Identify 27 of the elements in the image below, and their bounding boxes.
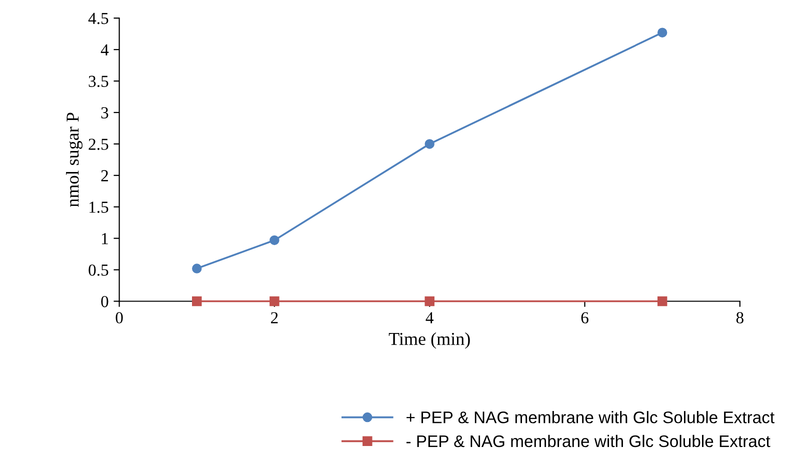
y-tick-label: 2.5 [88,138,108,150]
x-tick-label: 6 [581,312,588,324]
point [270,235,280,246]
point [424,296,434,306]
y-tick-label: 1 [102,233,108,244]
point [657,28,668,38]
y-tick-label: 1.5 [90,202,108,213]
y-axis-title: nmol sugar P [66,112,82,207]
y-tick-label: 0 [101,296,108,308]
point [270,296,280,306]
y-tick-label: 2 [101,170,108,182]
x-tick-label: 2 [271,312,278,324]
y-tick-label: 3.5 [88,76,108,88]
legend-label: + PEP & NAG membrane with Glc Soluble Extract [406,411,774,424]
x-tick-label: 4 [426,312,434,324]
legend-label: - PEP & NAG membrane with Glc Soluble Extract [406,434,770,448]
y-tick-label: 4.5 [88,12,108,24]
x-tick-label: 0 [116,312,123,324]
point [192,264,202,274]
point [657,296,668,306]
point [424,139,434,149]
y-tick-label: 4 [100,44,109,56]
y-tick-label: 3 [101,107,108,118]
point [192,296,202,306]
x-axis-title: Time (min) [388,332,470,349]
y-tick-label: 0.5 [88,264,108,276]
x-tick-label: 8 [736,312,744,324]
